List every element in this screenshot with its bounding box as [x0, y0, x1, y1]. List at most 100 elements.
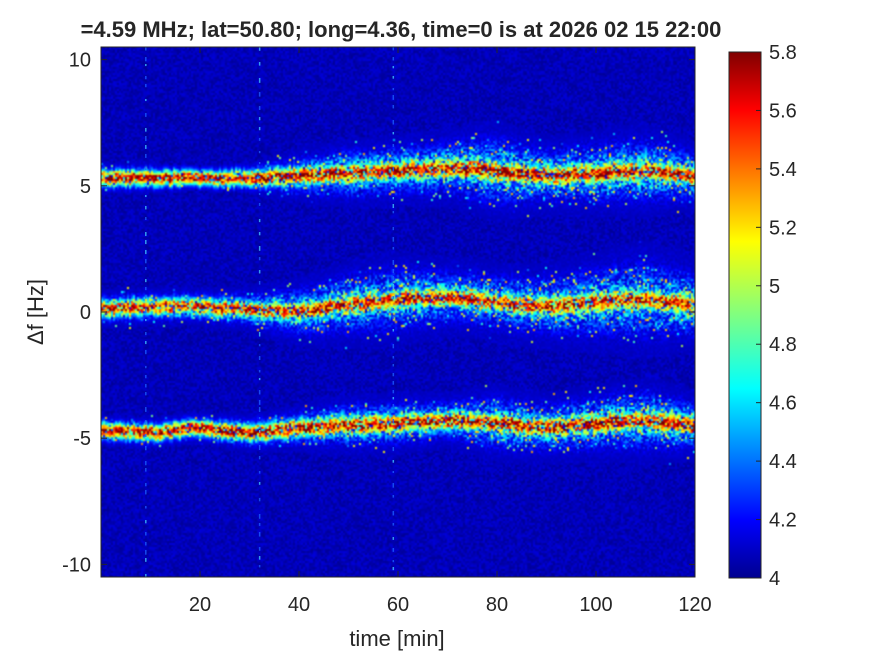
streak-segment	[145, 506, 147, 509]
streak-segment	[392, 511, 395, 516]
colorbar-tick-label: 4	[769, 568, 780, 590]
streak-segment	[258, 162, 261, 165]
streak-segment	[145, 113, 147, 117]
streak-segment	[392, 105, 395, 109]
streak-segment	[258, 308, 261, 312]
streak-segment	[258, 523, 261, 526]
streak-segment	[392, 276, 395, 281]
streak-segment	[392, 260, 395, 265]
streak-segment	[145, 267, 147, 270]
streak-segment	[258, 257, 261, 261]
streak-segment	[258, 344, 261, 347]
streak-segment	[258, 176, 261, 179]
streak-segment	[258, 219, 261, 223]
streak-segment	[145, 483, 147, 487]
streak-segment	[145, 420, 147, 425]
streak-segment	[392, 175, 395, 178]
streak-segment	[392, 447, 395, 452]
streak-segment	[392, 483, 395, 488]
streak-segment	[145, 259, 147, 264]
streak-segment	[145, 57, 147, 62]
y-tick-label: -5	[73, 428, 91, 450]
streak-segment	[258, 246, 261, 251]
plot-area	[100, 46, 696, 578]
x-tick-label: 60	[387, 594, 409, 616]
y-tick-label: 10	[69, 50, 91, 72]
streak-segment	[145, 434, 147, 437]
streak-segment	[392, 211, 395, 214]
streak-segment	[258, 456, 261, 460]
streak-segment	[145, 309, 147, 314]
streak-segment	[392, 397, 395, 400]
streak-segment	[392, 187, 395, 190]
streak-segment	[258, 356, 261, 361]
streak-segment	[392, 57, 395, 61]
streak-segment	[392, 560, 395, 563]
streak-segment	[145, 520, 147, 524]
colorbar-tick-label: 4.4	[769, 451, 797, 473]
chart-title: =4.59 MHz; lat=50.80; long=4.36, time=0 …	[81, 17, 722, 42]
streak-segment	[392, 537, 395, 540]
streak-segment	[392, 308, 395, 311]
x-tick-label: 40	[288, 594, 310, 616]
streak-segment	[145, 154, 147, 158]
vertical-streaks	[145, 47, 395, 577]
streak-segment	[392, 495, 395, 498]
streak-segment	[145, 341, 147, 345]
streak-segment	[258, 281, 261, 285]
streak-segment	[392, 419, 395, 424]
streak-segment	[392, 144, 395, 147]
streak-segment	[258, 482, 261, 485]
streak-segment	[258, 532, 261, 537]
streak-segment	[145, 332, 147, 336]
streak-segment	[392, 364, 395, 367]
streak-segment	[258, 390, 261, 395]
streak-segment	[392, 548, 395, 552]
streak-segment	[258, 184, 261, 187]
y-axis-label: Δf [Hz]	[23, 279, 48, 345]
streak-segment	[392, 329, 395, 332]
streak-segment	[392, 373, 395, 377]
x-tick-label: 120	[678, 594, 711, 616]
streak-segment	[392, 460, 395, 463]
streak-segment	[392, 356, 395, 359]
streak-segment	[258, 370, 261, 373]
streak-segment	[392, 247, 395, 250]
streak-segment	[145, 287, 147, 291]
streak-segment	[145, 532, 147, 536]
colorbar-tick-label: 5	[769, 276, 780, 298]
streak-segment	[145, 232, 147, 237]
streak-segment	[258, 445, 261, 450]
x-tick-label: 80	[486, 594, 508, 616]
streak-segment	[145, 183, 147, 187]
x-tick-label: 100	[579, 594, 612, 616]
streak-segment	[392, 120, 395, 125]
streak-segment	[145, 206, 147, 210]
streak-segment	[258, 332, 261, 337]
streak-segment	[145, 550, 147, 555]
streak-segment	[145, 366, 147, 369]
streak-segment	[145, 240, 147, 245]
streak-segment	[392, 227, 395, 231]
streak-segment	[145, 384, 147, 388]
streak-segment	[145, 319, 147, 322]
streak-segment	[258, 232, 261, 236]
streak-segment	[145, 99, 147, 102]
streak-segment	[145, 217, 147, 221]
colorbar: 5.8 5.6 5.4 5.2 5 4.8 4.6 4.4 4.2 4	[728, 42, 797, 590]
colorbar-tick-label: 5.4	[769, 159, 797, 181]
streak-segment	[145, 407, 147, 412]
streak-segment	[258, 430, 261, 433]
streak-segment	[145, 296, 147, 299]
streak-segment	[145, 84, 147, 88]
streak-segment	[392, 47, 395, 51]
streak-segment	[145, 250, 147, 255]
streak-segment	[258, 378, 261, 381]
streak-segment	[392, 95, 395, 100]
x-axis: 20 40 60 80 100 120	[189, 47, 712, 616]
streak-segment	[258, 400, 261, 405]
streak-segment	[392, 523, 395, 526]
streak-segment	[145, 490, 147, 495]
streak-segment	[145, 64, 147, 67]
streak-segment	[392, 284, 395, 289]
